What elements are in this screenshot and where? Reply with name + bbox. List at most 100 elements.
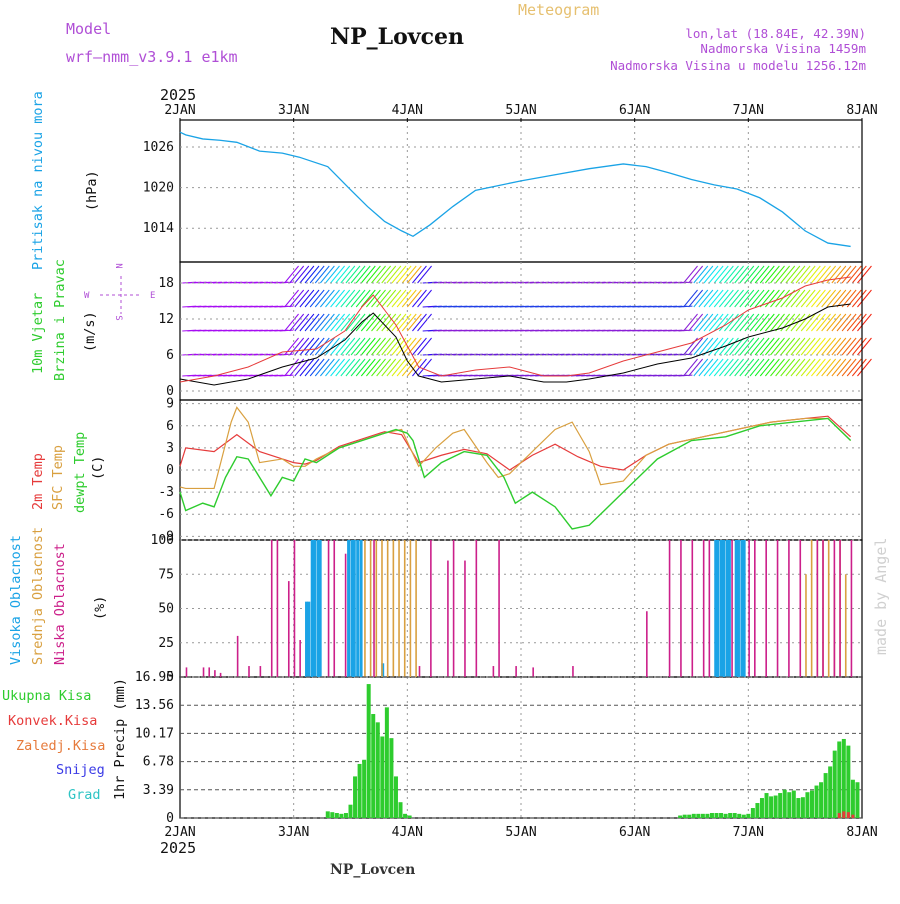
precip-total-bar — [348, 804, 353, 818]
y-tick-label-temperature: -9 — [158, 529, 174, 544]
wind-barb — [831, 265, 847, 284]
wind-barb — [693, 289, 709, 308]
wind-barb — [314, 358, 330, 377]
wind-barb — [376, 337, 392, 356]
wind-barb — [350, 265, 366, 284]
cloud-high-bar — [350, 540, 354, 677]
wind-barb — [754, 337, 770, 356]
wind-barb — [739, 265, 755, 284]
wind-barb — [775, 289, 790, 308]
x-tick-label-bottom: 4JAN — [392, 825, 423, 840]
y-tick-label-precip: 13.56 — [135, 698, 174, 713]
precip-total-bar — [787, 792, 792, 818]
cloud-low-bar — [270, 540, 273, 677]
wind-barb — [683, 289, 698, 308]
wind-barb — [330, 337, 345, 356]
wind-barb — [744, 265, 760, 284]
wind-barb — [841, 265, 857, 284]
wind-barb — [688, 289, 704, 308]
wind-barb — [831, 337, 847, 356]
wind-barb — [846, 313, 862, 332]
wind-barb — [376, 358, 392, 377]
wind-barb — [775, 358, 790, 377]
x-tick-label-top: 6JAN — [619, 103, 650, 118]
cloud-mid-bar — [386, 540, 389, 677]
wind-barb — [713, 337, 729, 356]
precip-total-bar — [855, 782, 860, 818]
wind-barb — [826, 313, 842, 332]
label-temp-unit: (C) — [90, 456, 106, 480]
wind-barb — [729, 337, 744, 356]
wind-barb — [795, 265, 811, 284]
wind-barb — [319, 289, 335, 308]
wind-barb — [713, 289, 729, 308]
cloud-low-bar — [464, 560, 466, 677]
wind-barb — [417, 337, 432, 356]
wind-barb — [304, 313, 320, 332]
cloud-low-bar — [498, 540, 500, 677]
wind-barb — [376, 313, 392, 332]
legend-conv-precip: Konvek.Kisa — [8, 713, 97, 729]
precip-total-bar — [719, 813, 724, 818]
cloud-high-bar — [307, 601, 311, 677]
wind-barb — [401, 265, 417, 284]
wind-barb — [759, 313, 775, 332]
wind-barb — [759, 265, 775, 284]
wind-barb — [851, 289, 867, 308]
cloud-high-bar — [305, 601, 309, 677]
wind-barb — [319, 358, 335, 377]
label-pressure-unit: (hPa) — [84, 170, 100, 211]
wind-barb — [759, 337, 775, 356]
wind-barb — [775, 337, 790, 356]
cloud-low-bar — [276, 540, 279, 677]
wind-barb — [744, 358, 760, 377]
wind-barb — [366, 337, 381, 356]
footer-station: NP_Lovcen — [330, 862, 415, 878]
wind-barb — [764, 265, 780, 284]
precip-total-bar — [705, 813, 710, 818]
altitude-label: Nadmorska Visina 1459m — [700, 41, 866, 56]
cloud-low-bar — [452, 540, 455, 677]
wind-barb — [350, 358, 366, 377]
wind-barb — [734, 289, 750, 308]
wind-barb — [406, 337, 422, 356]
wind-barb — [284, 358, 299, 377]
wind-barb — [371, 313, 386, 332]
cloud-low-bar — [259, 666, 262, 677]
wind-barb — [770, 265, 785, 284]
cloud-low-bar — [447, 560, 449, 677]
wind-barb — [406, 265, 422, 284]
wind-barb — [366, 289, 381, 308]
wind-barb — [780, 337, 796, 356]
cloud-mid-bar — [827, 540, 830, 677]
y-tick-label-clouds: 50 — [158, 602, 174, 617]
year-label-bottom: 2025 — [160, 839, 196, 857]
wind-barb — [831, 313, 847, 332]
wind-barb — [708, 358, 724, 377]
wind-barb — [811, 358, 826, 377]
wind-barb — [724, 265, 739, 284]
cloud-low-bar — [748, 540, 750, 677]
label-cloud-high: Visoka Oblacnost — [8, 535, 24, 665]
wind-barb — [698, 358, 714, 377]
precip-total-bar — [819, 782, 824, 818]
wind-barb — [330, 358, 345, 377]
wind-barb — [749, 337, 765, 356]
precip-total-bar — [687, 814, 692, 818]
precip-total-bar — [700, 813, 705, 818]
wind-barb — [289, 313, 305, 332]
wind-barb — [693, 337, 709, 356]
wind-speed-line — [179, 303, 851, 386]
x-tick-label-top: 5JAN — [505, 103, 536, 118]
wind-barb — [406, 358, 422, 377]
wind-barb — [846, 358, 862, 377]
cloud-mid-bar — [381, 540, 383, 677]
precip-total-bar — [709, 813, 714, 818]
cloud-low-bar — [680, 540, 682, 677]
wind-barb — [386, 337, 402, 356]
precip-total-bar — [682, 814, 687, 818]
wind-barb — [314, 289, 330, 308]
wind-barb — [708, 337, 724, 356]
wind-barb — [401, 358, 417, 377]
